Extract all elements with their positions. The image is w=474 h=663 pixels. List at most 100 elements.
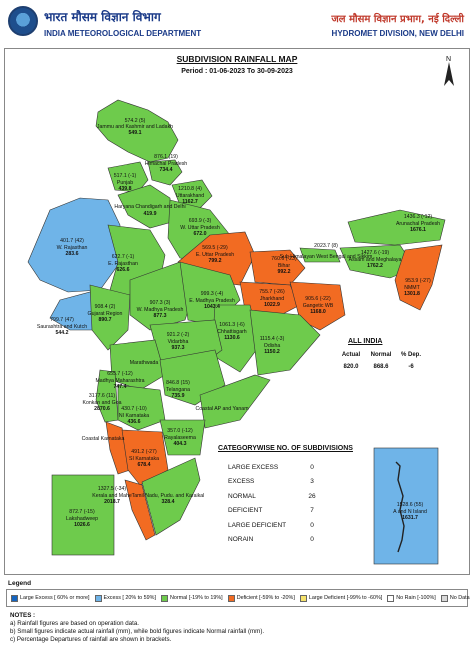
label-chhattisgarh-normal: 1130.6: [224, 335, 240, 341]
label-vidarbha-actual: 921.2 (-2): [167, 332, 190, 338]
label-mm-name: Madhya Maharashtra: [95, 378, 144, 384]
label-konkan-normal: 2870.6: [94, 406, 110, 412]
label-jk-actual: 574.2 (5): [125, 118, 146, 124]
label-gujarat-normal: 890.7: [99, 317, 112, 323]
label-jharkhand-actual: 755.7 (-26): [259, 289, 285, 295]
label-arunachal-name: Arunachal Pradesh: [396, 221, 440, 227]
category-row: EXCESS 3: [228, 475, 320, 490]
category-name: NORMAL: [228, 492, 256, 500]
label-odisha-actual: 1115.4 (-3): [260, 336, 285, 342]
category-row: NORAIN 0: [228, 533, 320, 548]
label-telangana-actual: 846.8 (15): [166, 380, 190, 386]
region-shwb-sikkim: [299, 247, 341, 263]
category-count: 0: [310, 521, 314, 529]
label-eraj-actual: 622.7 (-1): [112, 254, 135, 260]
legend-item: No Rain [-100%]: [387, 594, 436, 602]
label-uk-normal: 1162.7: [182, 199, 198, 205]
label-lakshadweep-name: Lakshadweep: [66, 516, 98, 522]
label-vidarbha-normal: 937.3: [172, 345, 185, 351]
label-mm-normal: 747.4: [114, 384, 127, 390]
category-row: LARGE DEFICIENT 0: [228, 518, 320, 533]
label-kerala-name: Kerala and Mahe: [92, 493, 132, 499]
label-assam-normal: 1762.2: [367, 263, 383, 269]
label-mm-actual: 655.7 (-12): [107, 371, 133, 377]
label-punjab-name: Punjab: [117, 180, 133, 186]
label-jharkhand-normal: 1022.9: [264, 302, 280, 308]
notes-title: NOTES :: [10, 612, 36, 619]
legend-label: Large Excess [ 60% or more]: [20, 595, 90, 601]
label-an-actual: 1528.6 (55): [397, 502, 424, 508]
label-hp-actual: 876.1 (19): [154, 154, 178, 160]
category-count: 0: [310, 463, 314, 471]
region-nmmt: [394, 244, 443, 311]
label-marathwada-name: Marathwada: [130, 360, 159, 366]
label-shwb-name: Sub Himalayan West Bengal and Sikkim: [280, 254, 373, 260]
label-rayalaseema-normal: 404.3: [174, 441, 187, 447]
label-wraj-normal: 283.6: [66, 251, 79, 257]
legend-label: Normal [-19% to 19%]: [169, 595, 223, 601]
category-row: DEFICIENT 7: [228, 504, 320, 519]
region-tamil-nadu: [141, 457, 201, 536]
label-an-normal: 1631.7: [402, 515, 418, 521]
label-gwb-actual: 905.6 (-22): [305, 296, 331, 302]
header-hindi-right: जल मौसम विज्ञान प्रभाग, नई दिल्ली: [331, 14, 464, 25]
label-gujarat-actual: 908.4 (2): [95, 304, 116, 310]
legend-swatch: [387, 594, 395, 602]
all-india-table: Actual Normal % Dep. 820.0 868.6 -6: [336, 352, 426, 370]
label-jharkhand-name: Jharkhand: [260, 296, 284, 302]
label-jk-normal: 549.1: [129, 130, 142, 136]
label-eup-name: E. Uttar Pradesh: [196, 252, 234, 258]
region-bihar: [249, 249, 306, 286]
all-india-title: ALL INDIA: [348, 338, 383, 345]
legend-item: No Data: [440, 594, 470, 602]
label-nmmt-name: NMMT: [404, 285, 420, 291]
all-india-value-normal: 868.6: [373, 364, 389, 370]
all-india-value-actual: 820.0: [343, 364, 359, 370]
legend-item: Large Excess [ 60% or more]: [11, 594, 90, 602]
all-india-header-normal: Normal: [370, 352, 392, 358]
categorywise-title: CATEGORYWISE NO. OF SUBDIVISIONS: [218, 445, 353, 452]
region-punjab: [107, 161, 149, 193]
label-an-name: A and N Island: [393, 509, 427, 515]
region-lakshadweep: [51, 474, 115, 556]
map-title: SUBDIVISION RAINFALL MAP: [176, 54, 298, 64]
label-arunachal-normal: 1676.1: [410, 227, 426, 233]
note-line: b) Small figures indicate actual rainfal…: [10, 628, 265, 635]
all-india-header-actual: Actual: [341, 352, 361, 358]
region-uttarakhand: [171, 179, 213, 209]
label-eraj-normal: 626.6: [117, 267, 130, 273]
label-uk-name: Uttarakhand: [176, 193, 204, 199]
all-india-header-dep: % Dep.: [400, 352, 421, 358]
region-gangetic-wb: [289, 281, 346, 331]
label-punjab-normal: 439.8: [119, 186, 132, 192]
imd-logo: [8, 6, 38, 36]
label-eup-actual: 569.5 (-29): [202, 245, 228, 251]
category-row: NORMAL 26: [228, 489, 320, 504]
label-lakshadweep-actual: 872.7 (-15): [69, 509, 95, 515]
legend-swatch: [94, 594, 102, 602]
label-saurashtra-name: Saurashtra and Kutch: [37, 324, 87, 330]
category-count: 0: [310, 536, 314, 544]
label-chhattisgarh-actual: 1061.3 (-6): [219, 322, 245, 328]
label-jk-name: Jammu and Kashmir and Ladakh: [97, 124, 173, 130]
label-wraj-actual: 401.7 (42): [60, 238, 84, 244]
label-rayalaseema-actual: 357.0 (-12): [167, 428, 193, 434]
label-ck-name: Coastal Karnataka: [82, 436, 125, 442]
label-gujarat-name: Gujarat Region: [88, 311, 123, 317]
legend: Large Excess [ 60% or more] Excess [ 20% …: [6, 589, 470, 607]
label-kerala-actual: 1327.5 (-34): [98, 486, 127, 492]
label-sik-name: SI Karnataka: [129, 456, 159, 462]
note-line: c) Percentage Departures of rainfall are…: [10, 636, 172, 643]
legend-item: Excess [ 20% to 59%]: [94, 594, 156, 602]
label-wup-normal: 672.0: [194, 231, 207, 237]
map-period: Period : 01-06-2023 To 30-09-2023: [181, 68, 293, 75]
category-count: 26: [308, 492, 316, 500]
header: भारत मौसम विज्ञान विभाग INDIA METEOROLOG…: [0, 0, 474, 44]
label-eup-normal: 799.2: [209, 258, 222, 264]
label-konkan-actual: 3177.6 (11): [89, 393, 115, 399]
note-line: a) Rainfall figures are based on operati…: [10, 620, 139, 627]
region-arunachal: [347, 209, 446, 246]
label-bihar-actual: 760.6 (-23): [271, 256, 297, 262]
header-english-right: HYDROMET DIVISION, NEW DELHI: [331, 29, 464, 38]
label-kerala-normal: 2018.7: [104, 499, 120, 505]
